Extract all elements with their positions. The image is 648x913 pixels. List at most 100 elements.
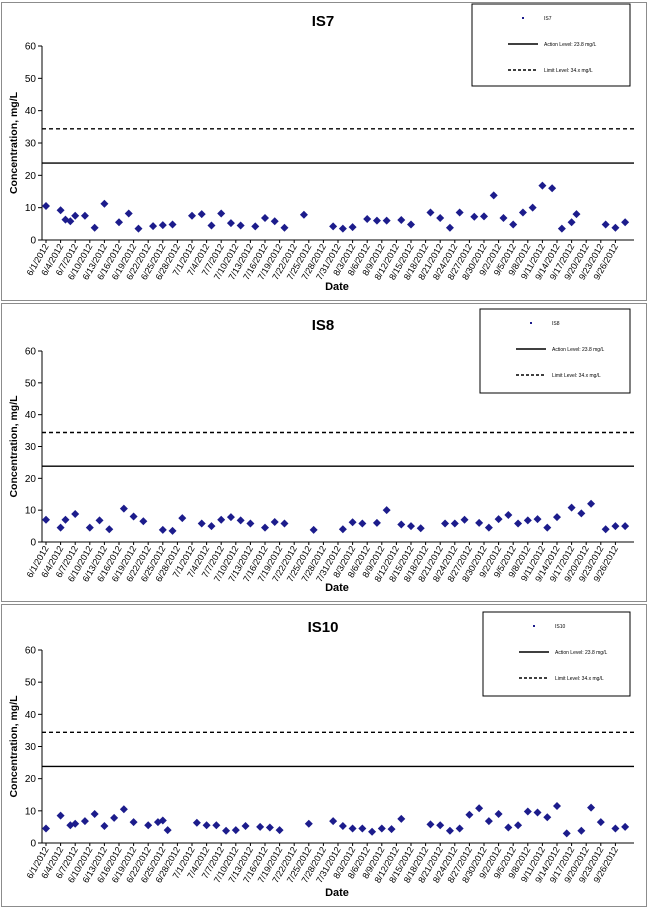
chart-title: IS8 [312,317,335,334]
data-point [338,821,347,830]
data-point [416,524,425,533]
data-point [338,224,347,233]
data-point [587,803,596,812]
data-point [465,810,474,819]
data-point [251,222,260,231]
data-point [100,821,109,830]
data-point [470,212,479,221]
data-point [85,523,94,532]
data-point [42,824,50,833]
data-point [528,203,537,212]
data-point [601,220,610,229]
data-point [129,818,138,827]
data-point [621,218,630,227]
data-point [129,512,138,521]
y-tick-label: 60 [25,347,37,358]
legend-box [479,308,631,394]
data-point [562,829,571,838]
data-point [71,211,80,220]
data-point [80,211,89,220]
data-point [231,826,240,835]
chart-title: IS7 [312,13,335,30]
data-point [397,215,406,224]
data-point [246,519,255,528]
legend-label: Limit Level: 34.x mg/L [552,373,601,379]
data-point [163,826,172,835]
data-point [621,522,630,531]
data-point [499,214,508,223]
data-point [407,220,415,229]
data-point [168,526,177,535]
data-point [261,214,269,223]
data-point [484,817,493,826]
data-point [611,223,620,232]
data-point [105,525,114,534]
data-point [368,827,377,836]
data-point [533,808,542,817]
data-point [567,503,576,512]
panel-border [1,303,647,602]
data-point [348,518,357,527]
data-point [455,824,464,833]
data-point [372,216,381,225]
data-point [95,516,104,525]
data-point [518,208,527,217]
data-point [426,208,435,217]
data-point [261,523,269,532]
data-point [436,821,445,830]
legend-label: IS8 [552,321,560,327]
legend-label: Action Level: 23.8 mg/L [544,42,596,48]
data-point [407,522,415,531]
y-tick-label: 0 [30,839,36,850]
data-point [377,824,386,833]
y-tick-label: 40 [25,106,37,117]
data-point [494,515,503,524]
data-point [548,184,557,193]
data-point [533,515,542,524]
data-point [217,209,226,218]
y-tick-label: 50 [25,74,37,85]
data-point [119,805,128,814]
x-axis-title: Date [325,887,349,899]
data-point [436,214,445,223]
y-tick-label: 0 [30,236,36,247]
data-point [329,222,338,231]
data-point [480,212,488,221]
x-axis-title: Date [325,281,349,293]
data-point [90,223,99,232]
y-tick-label: 30 [25,742,37,753]
y-tick-label: 50 [25,678,37,689]
data-point [450,519,459,528]
data-point [348,824,357,833]
data-point [557,224,566,233]
data-point [149,222,158,231]
x-axis-title: Date [325,582,349,594]
data-point [489,191,498,200]
data-point [124,209,133,218]
data-point [504,823,513,832]
data-point [212,821,221,830]
data-point [275,826,284,835]
data-point [587,499,596,508]
data-point [139,517,148,526]
data-point [567,218,576,227]
data-point [382,216,391,225]
data-point [611,824,620,833]
data-point [158,525,167,534]
data-point [265,823,274,832]
data-point [144,821,153,830]
data-point [611,522,620,531]
data-point [514,821,523,830]
y-tick-label: 50 [25,378,37,389]
legend-label: IS7 [544,16,552,22]
data-point [217,515,226,524]
data-point [455,208,464,217]
data-point [426,820,435,829]
data-point [197,519,206,528]
y-tick-label: 30 [25,139,37,150]
data-point [56,811,65,820]
legend-label: Action Level: 23.8 mg/L [555,650,607,656]
data-point [553,513,561,522]
data-point [110,813,119,822]
